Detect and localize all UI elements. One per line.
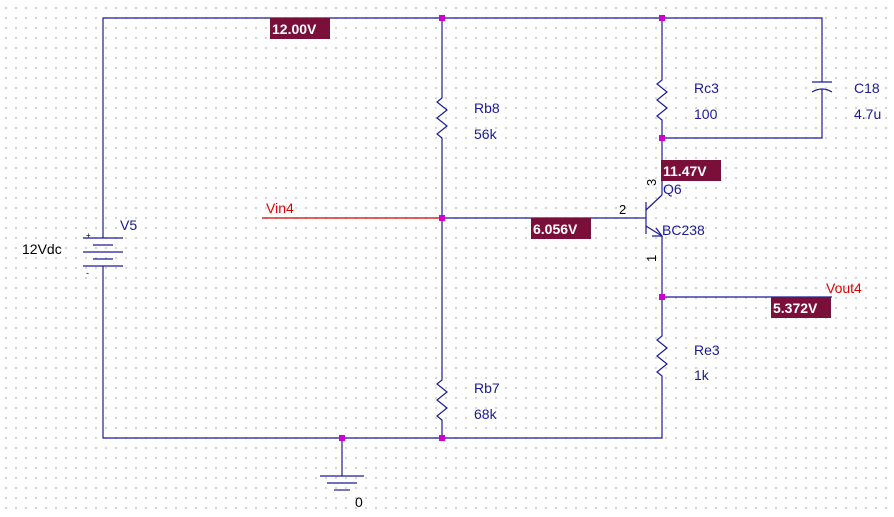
rb7-value-label: 68k xyxy=(474,406,498,422)
q6-pin-base-label: 2 xyxy=(619,202,626,217)
ground-label: 0 xyxy=(355,494,363,510)
re3-ref-label: Re3 xyxy=(694,342,720,358)
resistor-rc3-symbol[interactable] xyxy=(656,74,668,124)
q6-pin-emitter-label: 1 xyxy=(644,255,659,262)
dc-voltage-source[interactable] xyxy=(83,218,123,272)
rc3-ref-label: Rc3 xyxy=(694,80,719,96)
junction-dot xyxy=(439,215,445,221)
junction-dot xyxy=(659,15,665,21)
junction-dot xyxy=(339,435,345,441)
q6-pin-collector-label: 3 xyxy=(644,179,659,186)
voltage-marker-emitter-text: 5.372V xyxy=(773,300,818,316)
wires xyxy=(102,17,832,476)
voltage-marker-collector-text: 11.47V xyxy=(663,163,707,179)
source-value-label: 12Vdc xyxy=(22,241,62,257)
c18-value-label: 4.7u xyxy=(854,106,881,122)
q6-model-label: BC238 xyxy=(662,222,705,238)
junction-dot xyxy=(439,15,445,21)
voltage-marker-base[interactable]: 6.056V xyxy=(531,218,591,239)
vin-net-label: Vin4 xyxy=(266,200,294,216)
junction-dot xyxy=(439,435,445,441)
junction-dot xyxy=(659,135,665,141)
junction-dot xyxy=(659,294,665,300)
c18-ref-label: C18 xyxy=(854,80,880,96)
source-plus-sign: + xyxy=(86,231,91,240)
source-minus-sign: - xyxy=(86,268,89,278)
resistor-rb7-symbol[interactable] xyxy=(436,374,448,426)
resistor-re3-symbol[interactable] xyxy=(656,330,668,380)
junction-dots xyxy=(339,15,665,441)
capacitor-c18-symbol[interactable] xyxy=(811,72,833,96)
voltage-marker-top-rail-text: 12.00V xyxy=(272,21,317,37)
vout-net-label: Vout4 xyxy=(826,280,862,296)
rb8-value-label: 56k xyxy=(474,126,498,142)
voltage-marker-top-rail[interactable]: 12.00V xyxy=(270,18,330,39)
rb7-ref-label: Rb7 xyxy=(474,380,500,396)
q6-ref-label: Q6 xyxy=(663,181,682,197)
resistor-rb8-symbol[interactable] xyxy=(436,92,448,144)
ground-symbol xyxy=(320,475,364,491)
npn-transistor-q6-symbol[interactable] xyxy=(640,190,664,240)
voltage-marker-collector[interactable]: 11.47V xyxy=(661,160,721,181)
rb8-ref-label: Rb8 xyxy=(474,100,500,116)
rc3-value-label: 100 xyxy=(694,106,718,122)
voltage-marker-emitter[interactable]: 5.372V xyxy=(771,297,831,318)
re3-value-label: 1k xyxy=(694,367,710,383)
voltage-marker-base-text: 6.056V xyxy=(533,221,578,237)
source-ref-label: V5 xyxy=(120,217,137,233)
